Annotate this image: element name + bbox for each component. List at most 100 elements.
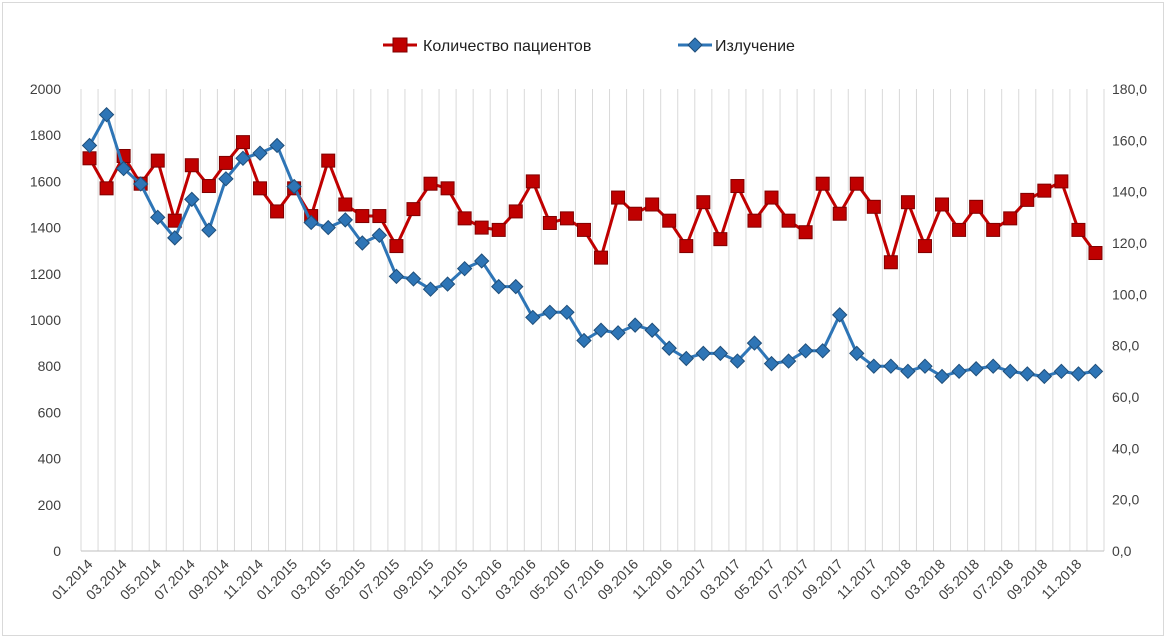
legend-marker-patients	[392, 37, 408, 53]
point-radiation	[934, 368, 950, 385]
point-radiation	[132, 176, 149, 192]
point-patients	[628, 206, 643, 221]
point-radiation	[593, 322, 609, 338]
legend: Количество пациентов Излучение	[383, 37, 795, 55]
line-chart: Количество пациентов Излучение 0 200 400 60…	[30, 37, 1147, 603]
point-patients	[525, 174, 540, 189]
point-patients	[764, 190, 779, 205]
point-patients	[730, 179, 745, 194]
point-patients	[440, 181, 455, 196]
y2-tick-label: 140,0	[1112, 184, 1147, 200]
point-patients	[611, 190, 626, 205]
point-patients	[491, 222, 506, 237]
point-radiation	[1053, 363, 1070, 380]
point-radiation	[729, 353, 746, 369]
point-radiation	[439, 276, 456, 292]
point-radiation	[695, 345, 712, 362]
y-tick-label: 1200	[30, 266, 61, 282]
point-patients	[184, 158, 199, 173]
point-patients	[1020, 192, 1035, 207]
point-patients	[201, 179, 216, 194]
point-patients	[1054, 174, 1069, 189]
point-patients	[82, 151, 97, 166]
point-patients	[457, 211, 472, 226]
y2-tick-label: 160,0	[1112, 132, 1147, 148]
point-patients	[559, 211, 574, 226]
point-patients	[645, 197, 660, 212]
point-patients	[423, 176, 438, 191]
point-radiation	[610, 325, 626, 341]
point-patients	[1088, 246, 1103, 261]
y2-tick-label: 60,0	[1112, 389, 1139, 405]
point-radiation	[405, 271, 422, 287]
point-patients	[662, 213, 677, 228]
point-patients	[969, 199, 984, 214]
point-radiation	[388, 268, 405, 285]
y-tick-label: 600	[38, 404, 62, 420]
point-radiation	[985, 358, 1001, 374]
point-patients	[866, 199, 881, 214]
point-patients	[576, 222, 591, 237]
y-tick-label: 0	[53, 543, 61, 559]
point-radiation	[235, 150, 251, 167]
gridlines	[80, 89, 1105, 551]
y-tick-label: 1000	[30, 312, 61, 328]
point-radiation	[508, 278, 524, 295]
point-radiation	[627, 317, 643, 333]
point-radiation	[746, 335, 763, 351]
point-patients	[508, 204, 523, 219]
point-radiation	[797, 343, 814, 359]
point-patients	[917, 239, 932, 254]
point-radiation	[337, 212, 353, 228]
point-patients	[747, 213, 762, 228]
point-radiation	[917, 358, 933, 374]
point-patients	[406, 202, 421, 217]
point-radiation	[832, 307, 848, 323]
point-radiation	[98, 106, 115, 123]
point-patients	[798, 225, 813, 240]
point-patients	[815, 176, 830, 191]
point-radiation	[780, 353, 797, 369]
point-radiation	[184, 191, 200, 208]
point-patients	[338, 197, 353, 212]
point-patients	[235, 135, 250, 150]
point-radiation	[1087, 363, 1104, 380]
point-patients	[321, 153, 336, 168]
point-patients	[935, 197, 950, 212]
point-patients	[1003, 211, 1018, 226]
point-patients	[849, 176, 864, 191]
point-patients	[270, 204, 285, 219]
point-patients	[150, 153, 165, 168]
y2-tick-label: 100,0	[1112, 286, 1147, 302]
point-radiation	[167, 230, 183, 246]
point-patients	[99, 181, 114, 196]
y-axis-left: 0 200 400 600 800 1000 1200 1400 1600 1800 2000	[30, 81, 61, 559]
legend-label-patients: Количество пациентов	[423, 38, 591, 55]
point-radiation	[473, 253, 490, 269]
point-patients	[389, 239, 404, 254]
y-tick-label: 400	[38, 451, 62, 467]
series-radiation	[81, 106, 1104, 385]
y2-tick-label: 80,0	[1112, 338, 1139, 354]
plot-series	[81, 106, 1104, 385]
point-patients	[594, 250, 609, 265]
point-radiation	[559, 304, 575, 321]
point-patients	[253, 181, 268, 196]
y-tick-label: 1400	[30, 220, 61, 236]
point-patients	[1037, 183, 1052, 198]
point-radiation	[371, 227, 388, 244]
point-radiation	[354, 235, 371, 251]
y2-tick-label: 120,0	[1112, 235, 1147, 251]
y-axis-right: 0,0 20,0 40,0 60,0 80,0 100,0 120,0 140,0 160,0 1…	[1112, 81, 1147, 559]
point-patients	[781, 213, 796, 228]
point-radiation	[661, 340, 677, 356]
point-radiation	[201, 222, 217, 238]
point-radiation	[456, 260, 473, 277]
point-radiation	[320, 219, 336, 236]
series-patients	[82, 135, 1103, 270]
point-patients	[372, 209, 387, 224]
point-radiation	[1070, 366, 1087, 382]
point-radiation	[422, 281, 439, 297]
point-radiation	[1036, 368, 1053, 385]
